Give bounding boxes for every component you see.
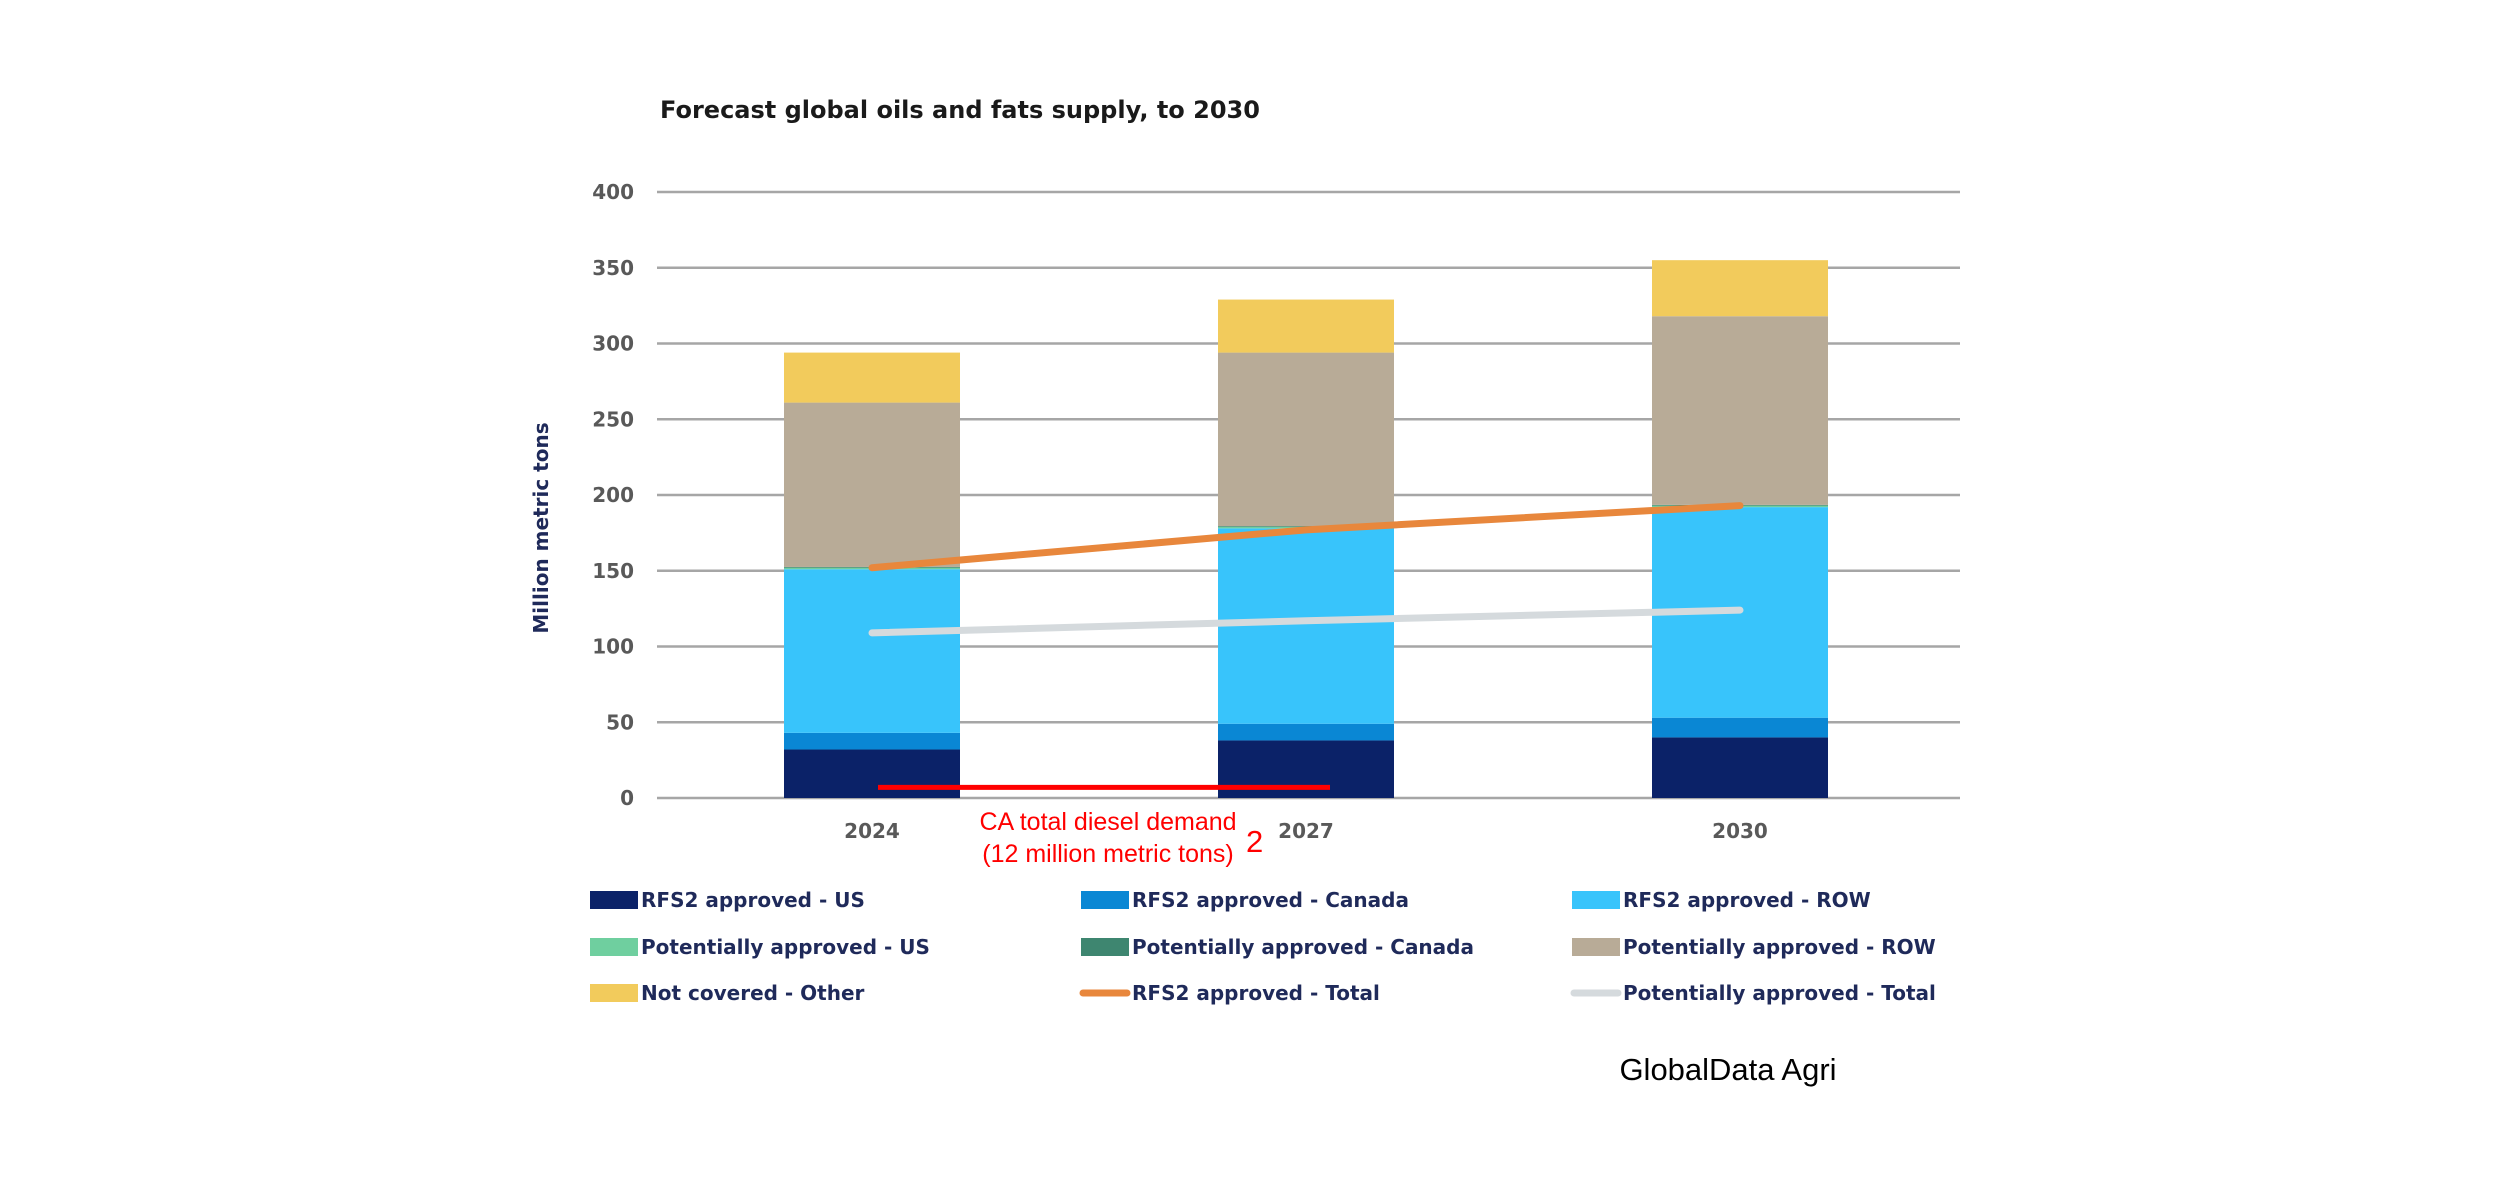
y-tick-label: 350 [592, 256, 634, 280]
y-tick-label: 100 [592, 635, 634, 659]
y-tick-label: 400 [592, 180, 634, 204]
x-tick-label: 2030 [1712, 819, 1768, 843]
y-tick-label: 250 [592, 407, 634, 431]
line-potentially-approved-total [868, 606, 1744, 637]
bar-potentially-approved-row-2027 [1218, 352, 1394, 527]
diesel-demand-annotation: CA total diesel demand (12 million metri… [878, 784, 1330, 868]
bar-potentially-approved-row-2024 [784, 402, 960, 567]
legend-label-potentially-approved-row: Potentially approved - ROW [1623, 935, 1936, 959]
bar-rfs2-approved-row-2027 [1218, 528, 1394, 724]
legend-label-rfs2-approved-row: RFS2 approved - ROW [1623, 888, 1871, 912]
bar-rfs2-approved-us-2024 [784, 749, 960, 798]
annotation-line1: CA total diesel demand [979, 808, 1236, 836]
bar-not-covered-other-2030 [1652, 260, 1828, 317]
legend-swatch-rfs2-approved-row [1572, 891, 1620, 909]
legend-label-rfs2-approved-us: RFS2 approved - US [641, 888, 865, 912]
legend-label-rfs2-approved-canada: RFS2 approved - Canada [1132, 888, 1409, 912]
legend-label-potentially-approved-total: Potentially approved - Total [1623, 981, 1936, 1005]
y-tick-label: 0 [620, 786, 634, 810]
legend-label-potentially-approved-us: Potentially approved - US [641, 935, 930, 959]
bar-not-covered-other-2024 [784, 352, 960, 403]
legend-swatch-not-covered-other [590, 984, 638, 1002]
legend-swatch-potentially-approved-canada [1081, 938, 1129, 956]
y-tick-label: 200 [592, 483, 634, 507]
x-tick-label: 2027 [1278, 819, 1334, 843]
y-axis-ticks: 0 50 100 150 200 250 300 350 400 [592, 180, 634, 810]
bar-rfs2-approved-canada-2030 [1652, 717, 1828, 738]
legend-swatch-potentially-approved-us [590, 938, 638, 956]
bar-rfs2-approved-canada-2027 [1218, 723, 1394, 741]
legend-label-potentially-approved-canada: Potentially approved - Canada [1132, 935, 1474, 959]
line-rfs2-approved-total [868, 502, 1744, 572]
legend: RFS2 approved - US RFS2 approved - Canada… [590, 888, 1936, 1005]
bar-rfs2-approved-row-2024 [784, 569, 960, 733]
legend-label-rfs2-approved-total: RFS2 approved - Total [1132, 981, 1380, 1005]
y-axis-label: Million metric tons [529, 422, 553, 633]
bars [784, 260, 1828, 798]
y-tick-label: 300 [592, 332, 634, 356]
legend-label-not-covered-other: Not covered - Other [641, 981, 865, 1005]
series-lines [868, 502, 1744, 637]
bar-potentially-approved-row-2030 [1652, 316, 1828, 505]
bar-rfs2-approved-us-2030 [1652, 737, 1828, 798]
x-tick-label: 2024 [844, 819, 900, 843]
annotation-superscript: 2 [1246, 824, 1263, 859]
bar-rfs2-approved-canada-2024 [784, 732, 960, 750]
bar-not-covered-other-2027 [1218, 299, 1394, 353]
x-axis-ticks: 2024 2027 2030 [844, 819, 1768, 843]
y-tick-label: 50 [606, 710, 634, 734]
legend-swatch-potentially-approved-row [1572, 938, 1620, 956]
annotation-line2: (12 million metric tons) [982, 840, 1233, 868]
legend-swatch-rfs2-approved-us [590, 891, 638, 909]
source-label: GlobalData Agri [1619, 1052, 1836, 1087]
y-tick-label: 150 [592, 559, 634, 583]
legend-swatch-rfs2-approved-canada [1081, 891, 1129, 909]
chart-title: Forecast global oils and fats supply, to… [660, 96, 1260, 124]
